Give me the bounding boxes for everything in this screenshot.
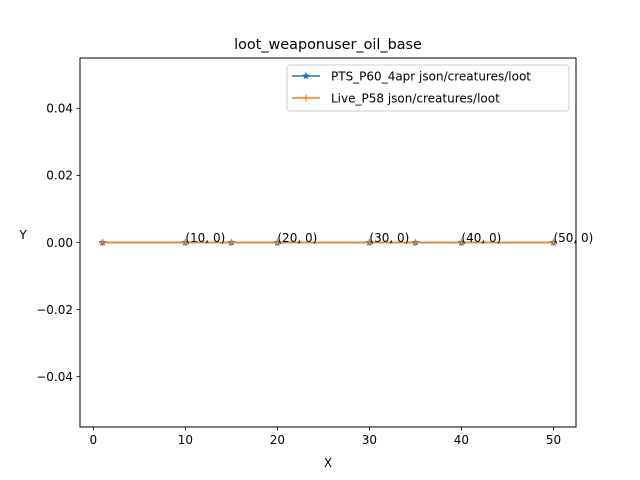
series-2-point: [99, 239, 107, 246]
y-axis-label: Y: [18, 228, 27, 242]
x-tick-label: 0: [90, 433, 98, 447]
x-tick-label: 10: [178, 433, 193, 447]
y-tick-label: −0.04: [36, 370, 73, 384]
series-2-point: [227, 239, 235, 246]
legend-marker: [302, 94, 310, 102]
series-2-point: [457, 239, 465, 246]
x-tick-label: 50: [546, 433, 561, 447]
point-annotation: (20, 0): [277, 231, 317, 245]
x-tick-label: 30: [362, 433, 377, 447]
y-tick-label: 0.04: [46, 102, 73, 116]
legend-entry-label: PTS_P60_4apr json/creatures/loot: [331, 69, 531, 83]
point-annotation: (10, 0): [185, 231, 225, 245]
x-tick-label: 20: [270, 433, 285, 447]
y-tick-label: 0.00: [46, 236, 73, 250]
point-annotation: (50, 0): [553, 231, 593, 245]
series-2-point: [365, 239, 373, 246]
chart-title: loot_weaponuser_oil_base: [234, 37, 422, 53]
point-annotation: (40, 0): [461, 231, 501, 245]
y-tick-label: 0.02: [46, 169, 73, 183]
legend: PTS_P60_4apr json/creatures/loot Live_P58…: [286, 64, 570, 112]
series-2-point: [411, 239, 419, 246]
x-axis-label: X: [324, 456, 332, 470]
series-2-point: [181, 239, 189, 246]
series-2-point: [273, 239, 281, 246]
legend-box: [286, 64, 570, 112]
series-2-point: [549, 239, 557, 246]
x-tick-label: 40: [454, 433, 469, 447]
legend-entry-label: Live_P58 json/creatures/loot: [331, 91, 500, 105]
legend-marker: [301, 71, 311, 80]
point-annotation: (30, 0): [369, 231, 409, 245]
y-tick-label: −0.02: [36, 303, 73, 317]
